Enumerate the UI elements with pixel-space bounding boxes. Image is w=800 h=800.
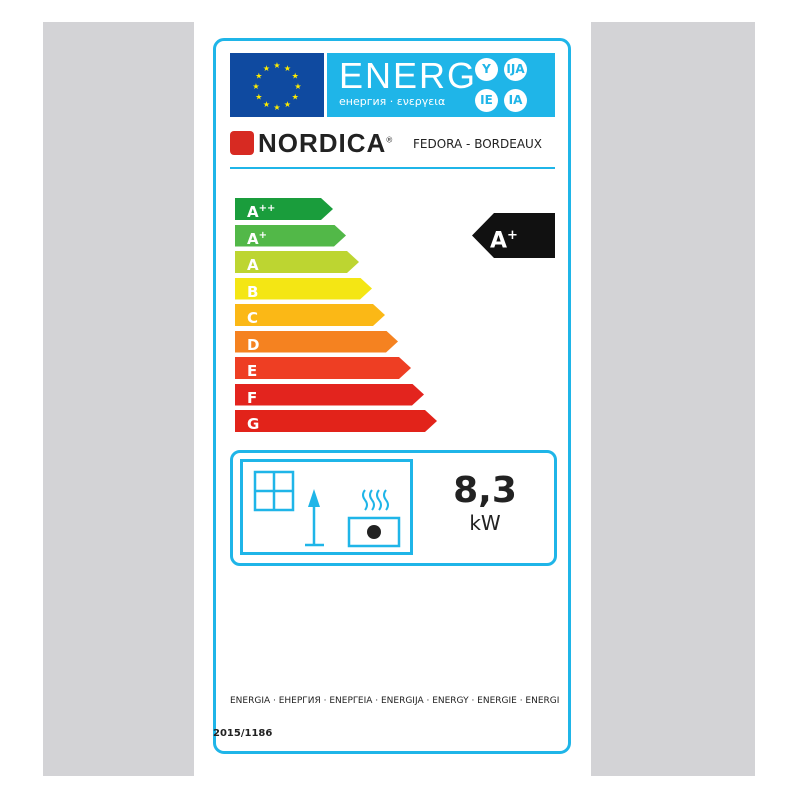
star-icon: ★ xyxy=(273,61,280,70)
eu-flag-icon: ★ ★ ★ ★ ★ ★ ★ ★ ★ ★ ★ ★ xyxy=(230,53,324,117)
star-icon: ★ xyxy=(255,93,262,102)
scale-bar-4: B xyxy=(235,278,372,300)
window-icon xyxy=(253,470,295,512)
bar-sup: ++ xyxy=(258,203,276,214)
bar-letter: E xyxy=(247,362,258,380)
heat-waves-icon xyxy=(362,489,389,511)
rating-sup: + xyxy=(507,228,518,243)
lamp-icon xyxy=(305,489,324,547)
suffix-circle: IA xyxy=(504,89,527,112)
suffix-circle: IJA xyxy=(504,58,527,81)
bar-sup: + xyxy=(258,229,267,241)
regulation-number: 2015/1186 xyxy=(213,728,273,739)
star-icon: ★ xyxy=(263,64,270,73)
suffix-circle: IE xyxy=(475,89,498,112)
bar-letter: A xyxy=(247,203,259,221)
power-unit: kW xyxy=(469,511,501,535)
scale-bar-2: A+ xyxy=(235,225,346,247)
brand-name: NORDICA xyxy=(258,128,387,158)
energy-title: ENERG xyxy=(339,55,478,96)
energy-banner: ENERG енергия · ενεργεια Y IJA IE IA xyxy=(327,53,555,117)
power-output: 8,3 kW xyxy=(430,470,540,535)
bar-letter: G xyxy=(247,415,260,433)
star-icon: ★ xyxy=(284,100,291,109)
bar-letter: F xyxy=(247,388,258,407)
languages-line: ENERGIA · ЕНЕРГИЯ · ΕΝΕΡΓΕΙΑ · ENERGIJA … xyxy=(230,696,560,706)
suffix-circle: Y xyxy=(475,58,498,81)
bar-letter: A xyxy=(247,229,259,248)
room-heating-pictogram xyxy=(240,459,413,555)
star-icon: ★ xyxy=(284,64,291,73)
stove-icon xyxy=(347,516,401,548)
energy-subtitle: енергия · ενεργεια xyxy=(339,95,446,108)
bar-letter: A xyxy=(247,256,259,274)
scale-bar-6: D xyxy=(235,331,398,353)
star-icon: ★ xyxy=(294,82,301,91)
scale-bar-5: C xyxy=(235,304,385,326)
bar-letter: D xyxy=(247,335,260,354)
rating-letter: A xyxy=(490,228,508,254)
power-value: 8,3 xyxy=(453,470,517,511)
scale-bar-1: A++ xyxy=(235,198,333,220)
bar-letter: B xyxy=(247,282,259,301)
scale-bar-8: F xyxy=(235,384,424,406)
star-icon: ★ xyxy=(255,72,262,81)
model-name: FEDORA - BORDEAUX xyxy=(413,137,543,151)
info-box xyxy=(230,450,557,566)
brand-logo: NORDICA® xyxy=(230,128,393,159)
scale-bar-9: G xyxy=(235,410,437,432)
brand-mark-icon xyxy=(230,131,254,155)
star-icon: ★ xyxy=(252,82,259,91)
bar-letter: C xyxy=(247,309,259,327)
star-icon: ★ xyxy=(273,103,280,112)
scale-bar-7: E xyxy=(235,357,411,379)
star-icon: ★ xyxy=(292,72,299,81)
divider xyxy=(230,167,555,169)
scale-bar-3: A xyxy=(235,251,359,273)
star-icon: ★ xyxy=(292,93,299,102)
registered-mark: ® xyxy=(386,135,394,145)
star-icon: ★ xyxy=(263,100,270,109)
